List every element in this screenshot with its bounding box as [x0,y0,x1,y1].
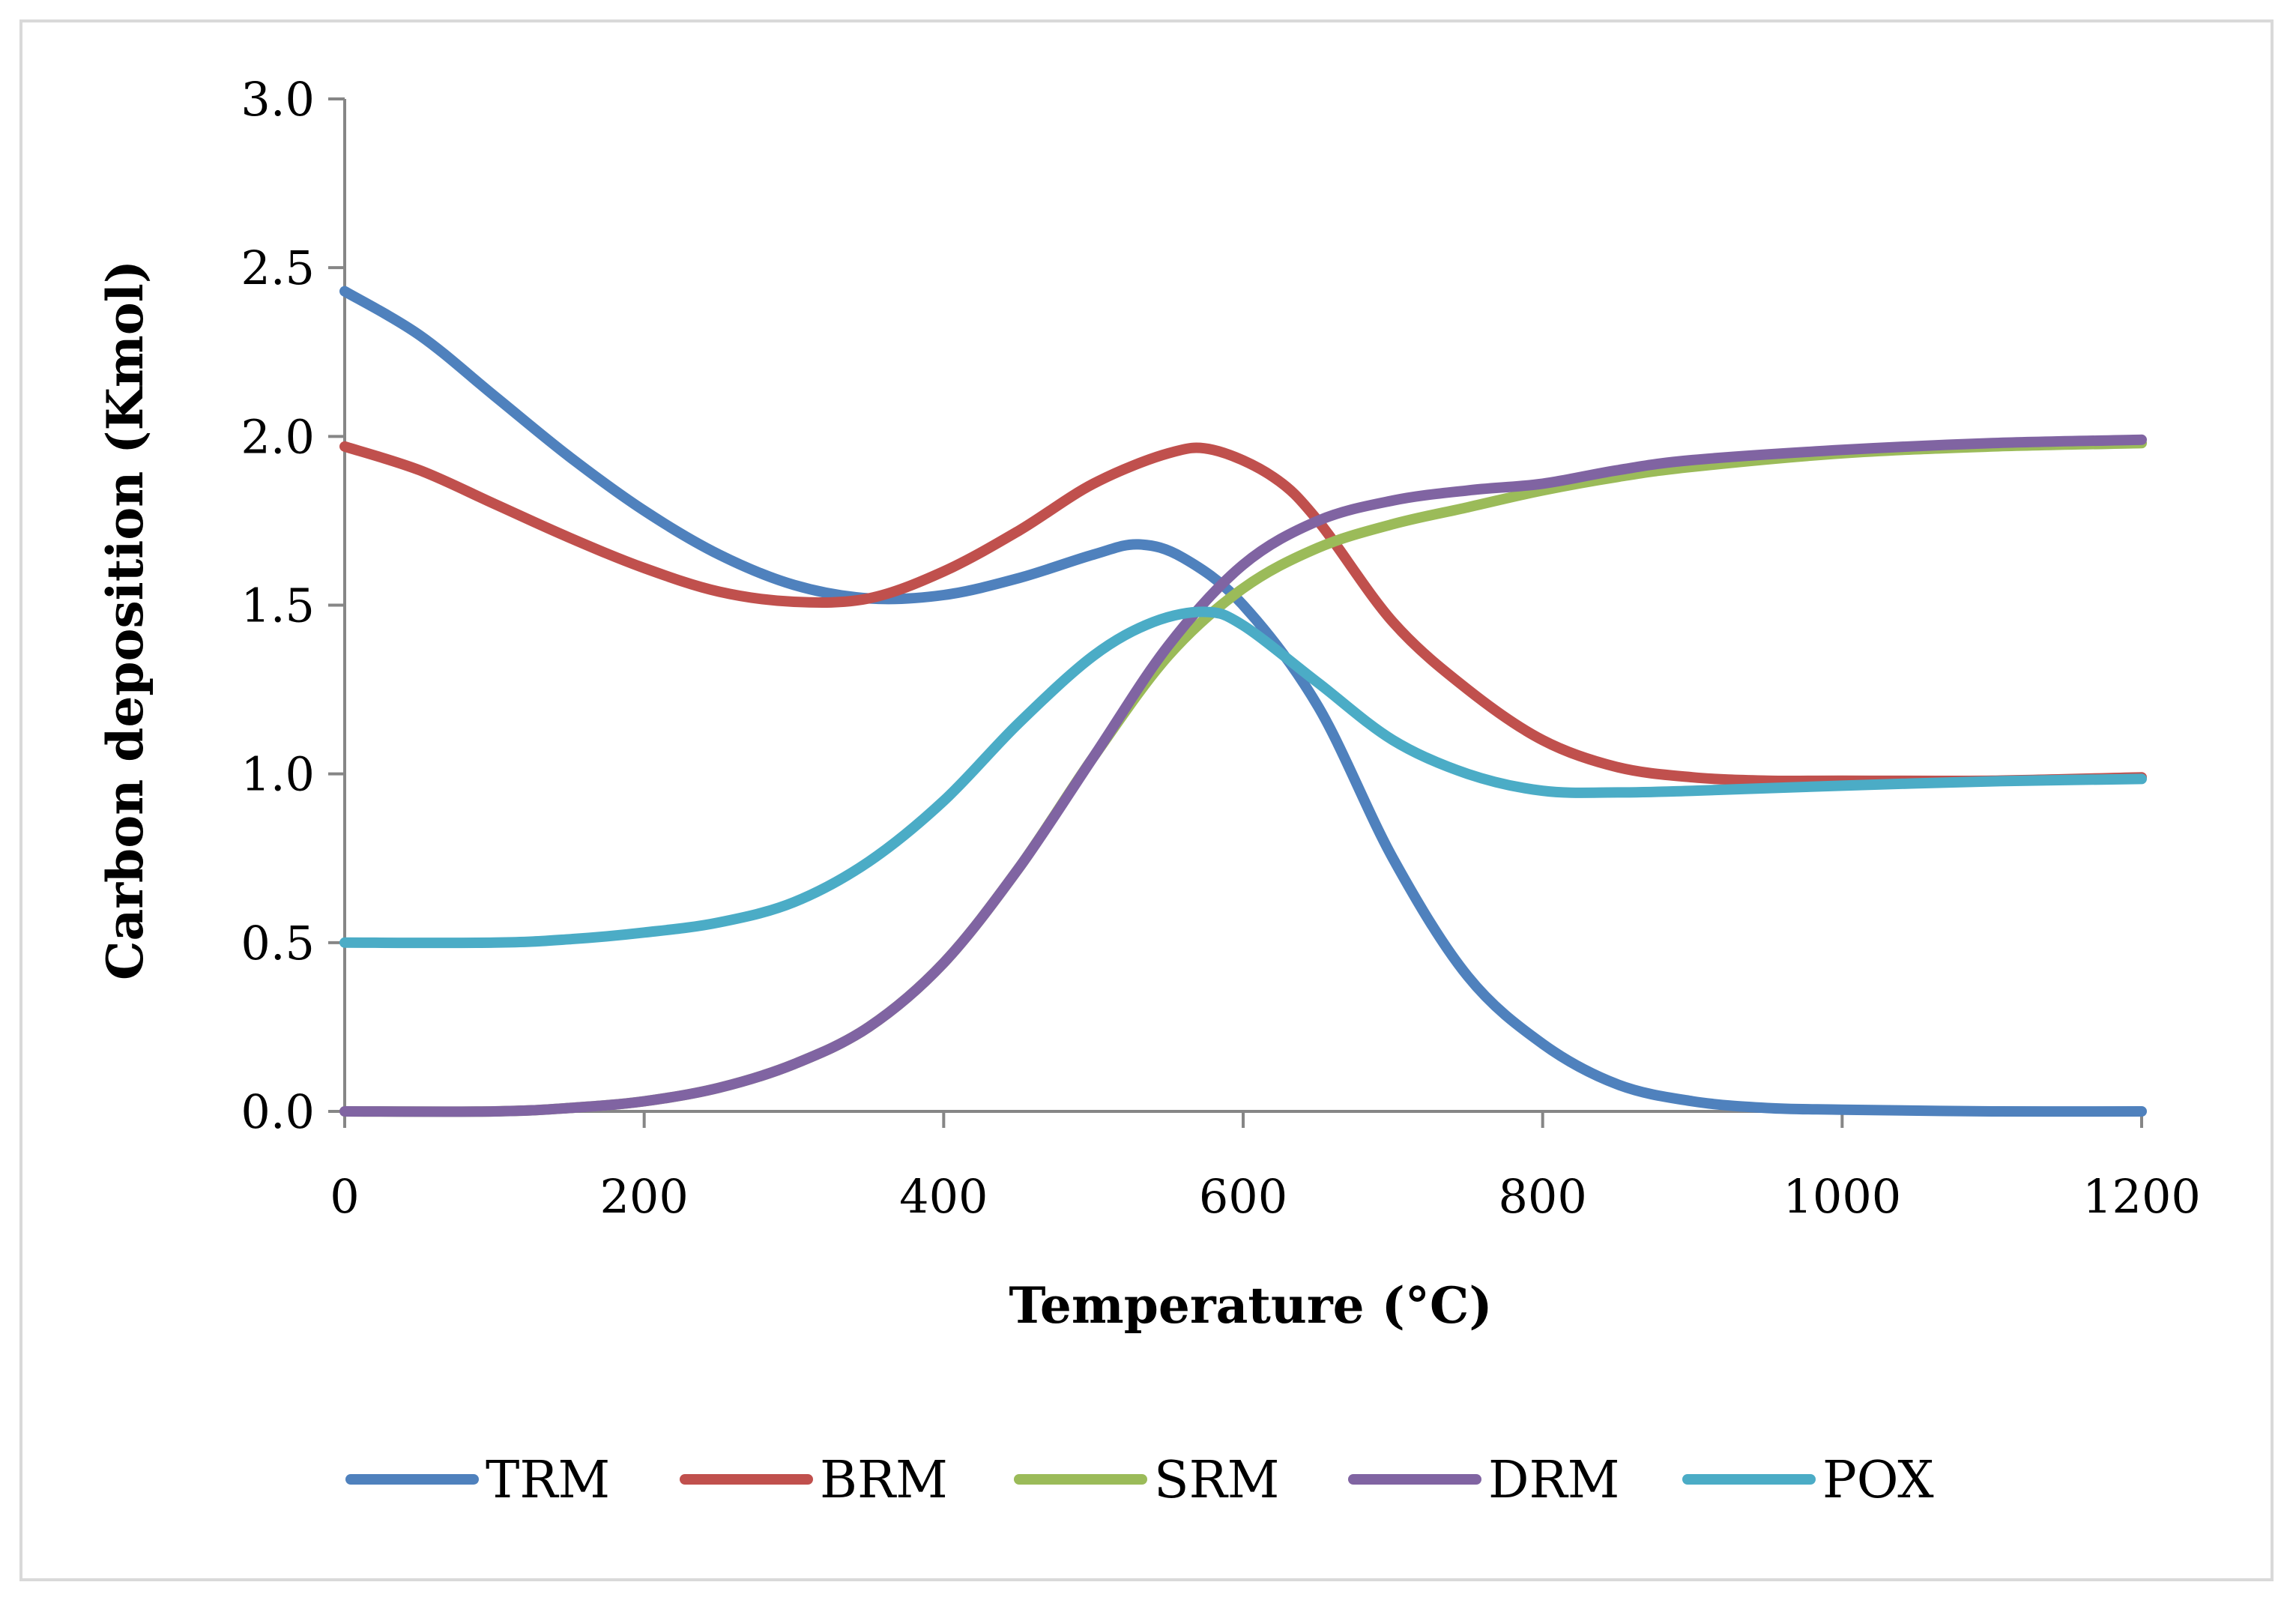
y-tick-label: 1.5 [241,579,315,633]
x-axis-title: Temperature (°C) [1009,1276,1492,1335]
y-tick-label: 2.0 [241,409,315,464]
y-tick-label: 2.5 [241,241,315,295]
x-tick-label: 200 [599,1169,688,1224]
legend-label-trm: TRM [486,1451,610,1510]
y-axis-title: Carbon deposition (Kmol) [96,260,154,980]
y-tick-label: 1.0 [241,747,315,802]
x-tick-label: 0 [330,1169,359,1224]
series-line-trm [339,286,2147,1117]
series-line-pox [339,606,2147,949]
x-tick-label: 1000 [1783,1169,1901,1224]
x-tick-label: 1200 [2082,1169,2201,1224]
series-lines [339,286,2147,1117]
x-tick-label: 600 [1199,1169,1287,1224]
y-tick-label: 0.0 [241,1084,315,1139]
legend-label-drm: DRM [1488,1451,1619,1510]
x-tick-label: 800 [1498,1169,1586,1224]
series-line-brm [339,441,2147,787]
chart-frame [19,19,2274,1581]
series-line-drm [339,434,2147,1117]
legend: TRM BRM SRM DRM POX [345,1451,1934,1510]
y-tick-label: 3.0 [241,72,315,127]
legend-label-brm: BRM [820,1451,948,1510]
legend-label-srm: SRM [1154,1451,1279,1510]
legend-label-pox: POX [1822,1451,1934,1510]
y-tick-label: 0.5 [241,916,315,970]
x-tick-label: 400 [899,1169,988,1224]
axes: 0.0 0.5 1.0 1.5 2.0 2.5 3.0 0 200 400 600 800 1000 12… [241,72,2201,1224]
